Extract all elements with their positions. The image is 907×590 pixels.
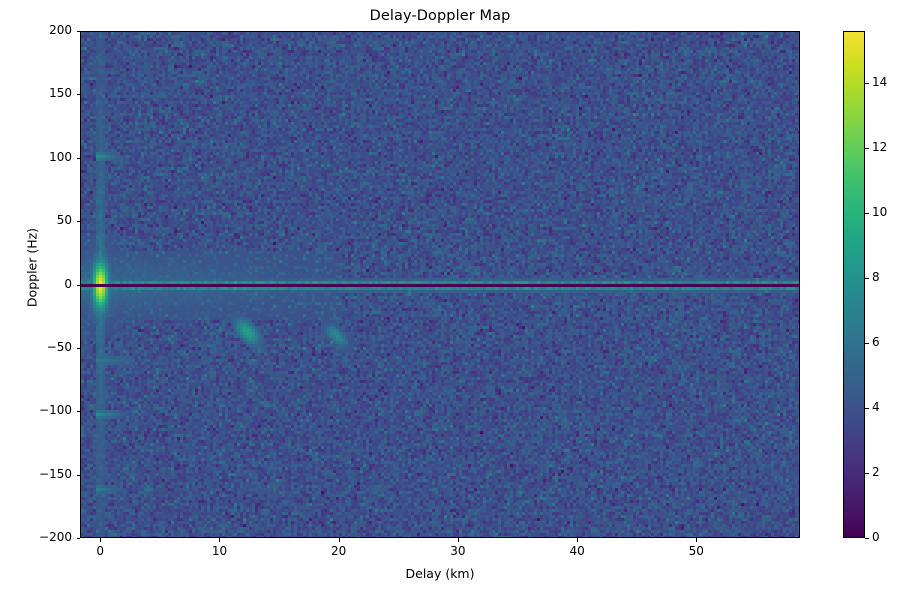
colorbar-tick-label: 10 — [872, 205, 888, 219]
y-axis-ticks: 200 150 100 50 0 −50 −100 −150 −200 — [8, 0, 80, 590]
y-tick-label: −100 — [39, 403, 72, 418]
heatmap-image — [81, 32, 799, 537]
y-tick-mark — [76, 538, 80, 539]
colorbar-tick-mark — [865, 538, 869, 539]
colorbar-tick-mark — [865, 213, 869, 214]
y-axis-label: Doppler (Hz) — [24, 227, 40, 308]
y-tick-mark — [76, 347, 80, 349]
y-tick-mark — [76, 411, 80, 413]
colorbar-tick-label: 0 — [872, 530, 880, 544]
x-tick-mark — [696, 538, 698, 542]
colorbar-tick-label: 8 — [872, 270, 880, 284]
colorbar-tick-label: 12 — [872, 140, 888, 154]
colorbar-tick-label: 2 — [872, 465, 880, 479]
colorbar-tick-label: 4 — [872, 400, 880, 414]
x-tick-label: 0 — [96, 544, 105, 558]
x-tick-label: 20 — [331, 544, 347, 558]
y-tick-label: 100 — [49, 149, 72, 164]
x-tick-mark — [219, 538, 221, 542]
y-tick-mark — [76, 221, 80, 223]
x-tick-mark — [100, 538, 102, 542]
y-tick-label: 150 — [49, 86, 72, 101]
colorbar-tick-mark — [865, 278, 869, 279]
y-tick-mark — [76, 284, 80, 286]
colorbar-tick-mark — [865, 473, 869, 474]
colorbar-tick-label: 14 — [872, 75, 888, 89]
x-tick-label: 30 — [450, 544, 466, 558]
colorbar-gradient — [844, 32, 864, 537]
chart-title: Delay-Doppler Map — [369, 8, 511, 24]
x-tick-mark — [577, 538, 579, 542]
x-axis-label: Delay (km) — [405, 566, 475, 581]
y-tick-label: 200 — [49, 23, 72, 37]
x-tick-mark — [338, 538, 340, 542]
y-tick-mark — [76, 157, 80, 159]
y-tick-label: 0 — [64, 276, 72, 291]
x-tick-label: 50 — [688, 544, 704, 558]
colorbar-tick-mark — [865, 343, 869, 344]
y-tick-label: −50 — [46, 339, 72, 354]
y-tick-mark — [76, 94, 80, 96]
y-tick-label: −150 — [39, 466, 72, 481]
colorbar-tick-label: 6 — [872, 335, 880, 349]
x-tick-mark — [457, 538, 459, 542]
delay-doppler-heatmap-axes[interactable] — [80, 31, 800, 538]
y-tick-label: 50 — [56, 213, 72, 228]
y-tick-label: −200 — [39, 530, 72, 544]
colorbar-tick-mark — [865, 83, 869, 84]
x-tick-label: 10 — [211, 544, 228, 558]
y-tick-mark — [76, 31, 80, 32]
colorbar-tick-mark — [865, 408, 869, 409]
colorbar-tick-mark — [865, 148, 869, 149]
x-tick-label: 40 — [569, 544, 585, 558]
colorbar[interactable] — [843, 31, 865, 538]
y-tick-mark — [76, 474, 80, 476]
